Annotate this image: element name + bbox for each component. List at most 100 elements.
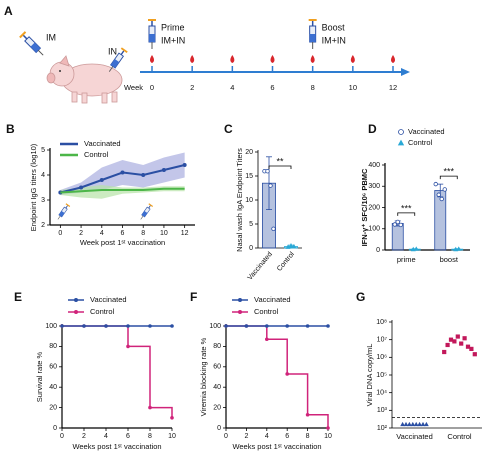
point: [244, 324, 249, 328]
x-tick-label: 8: [306, 433, 310, 440]
point: [82, 324, 86, 328]
x-tick-label: 6: [126, 433, 130, 440]
y-axis-label: Survival rate %: [35, 351, 44, 402]
x-tick-label: 0: [224, 433, 228, 440]
syringe-cap: [308, 19, 317, 21]
syringe-needle: [37, 49, 44, 56]
event-route: IM+IN: [322, 35, 346, 45]
syringe-cap: [148, 203, 154, 208]
y-axis-label: Viral DNA copy/mL: [365, 344, 374, 407]
x-tick-label: Control: [276, 251, 296, 273]
x-tick-label: 10: [324, 433, 332, 440]
syringe-plunger: [22, 34, 28, 40]
blood-drop: [230, 55, 235, 63]
y-tick-label: 40: [49, 384, 57, 391]
point: [170, 324, 174, 328]
y-tick-label: 4: [41, 172, 45, 179]
y-axis-label: Viremia blocking rate %: [199, 337, 208, 416]
x-tick-label: 6: [285, 433, 289, 440]
syringe-liquid: [141, 210, 148, 217]
y-tick-label: 100: [368, 226, 380, 233]
legend-marker: [74, 310, 78, 314]
point: [395, 219, 400, 225]
point: [448, 337, 454, 342]
pig-eye: [59, 70, 61, 72]
syringe-liquid: [30, 42, 41, 53]
panel-label: D: [368, 122, 377, 136]
legend-label: Vaccinated: [84, 139, 121, 148]
point: [326, 324, 330, 328]
pig-leg: [101, 92, 108, 104]
significance-bracket: [439, 175, 458, 180]
dropper-in: [108, 47, 128, 72]
syringe-liquid: [110, 58, 120, 68]
legend-label: Control: [254, 307, 279, 316]
legend-marker: [238, 310, 242, 314]
panel-label: A: [4, 4, 13, 18]
point: [99, 178, 104, 182]
series-line: [60, 187, 185, 194]
syringe-cap: [19, 31, 27, 39]
panel-label: E: [14, 290, 22, 304]
panel-label: F: [190, 290, 197, 304]
point: [291, 243, 297, 249]
axis-label: Week: [124, 83, 143, 92]
point: [126, 324, 130, 328]
y-tick-label: 10⁵: [376, 372, 387, 379]
panel-label: C: [224, 122, 233, 136]
point: [148, 405, 152, 410]
legend-marker: [74, 298, 78, 302]
legend-label: Vaccinated: [408, 127, 445, 136]
syringe-liquid: [309, 34, 316, 42]
point: [459, 341, 464, 346]
pig-ear: [59, 55, 70, 67]
point: [224, 324, 228, 328]
y-tick-label: 60: [213, 364, 221, 371]
point: [439, 196, 444, 202]
point: [285, 372, 290, 376]
point: [126, 344, 130, 349]
blood-drop: [310, 55, 315, 63]
x-tick-label: 4: [104, 433, 108, 440]
bar: [391, 223, 404, 251]
syringe-im: [19, 31, 44, 56]
week-label: 2: [190, 83, 194, 92]
x-tick-label: 4: [100, 230, 104, 237]
point: [410, 246, 416, 252]
y-tick-label: 10⁷: [377, 337, 388, 344]
point: [271, 226, 276, 231]
x-tick-label: 2: [82, 433, 86, 440]
y-axis-label: Endpoint IgG titers (log10): [29, 143, 38, 231]
dose-syringe: [140, 203, 154, 220]
y-tick-label: 10: [245, 197, 253, 204]
point: [442, 187, 447, 192]
x-tick-label: prime: [397, 255, 416, 264]
point: [79, 185, 84, 190]
y-axis-label: Nasal wash IgA Endpoint Titers: [235, 148, 244, 252]
point: [424, 421, 429, 427]
y-tick-label: 80: [213, 343, 221, 350]
x-tick-label: 12: [181, 230, 189, 237]
week-label: 6: [270, 83, 274, 92]
syringe-plunger: [148, 205, 151, 209]
legend-label: Vaccinated: [90, 295, 127, 304]
y-tick-label: 300: [368, 183, 380, 190]
y-tick-label: 15: [245, 173, 253, 180]
y-tick-label: 100: [209, 323, 221, 330]
legend-label: Vaccinated: [254, 295, 291, 304]
syringe-liquid: [58, 210, 65, 217]
week-label: 10: [349, 83, 357, 92]
y-tick-label: 0: [53, 425, 57, 432]
y-tick-label: 10²: [377, 425, 388, 432]
point: [433, 181, 438, 187]
syringe-needle: [108, 66, 114, 72]
point: [326, 426, 330, 430]
y-tick-label: 10⁴: [376, 390, 387, 397]
point: [452, 339, 457, 344]
pig-leg: [111, 91, 118, 103]
blood-drop: [350, 55, 355, 63]
pig-snout: [46, 72, 56, 84]
point: [453, 246, 459, 252]
x-tick-label: Vaccinated: [247, 251, 274, 282]
point: [398, 129, 404, 135]
